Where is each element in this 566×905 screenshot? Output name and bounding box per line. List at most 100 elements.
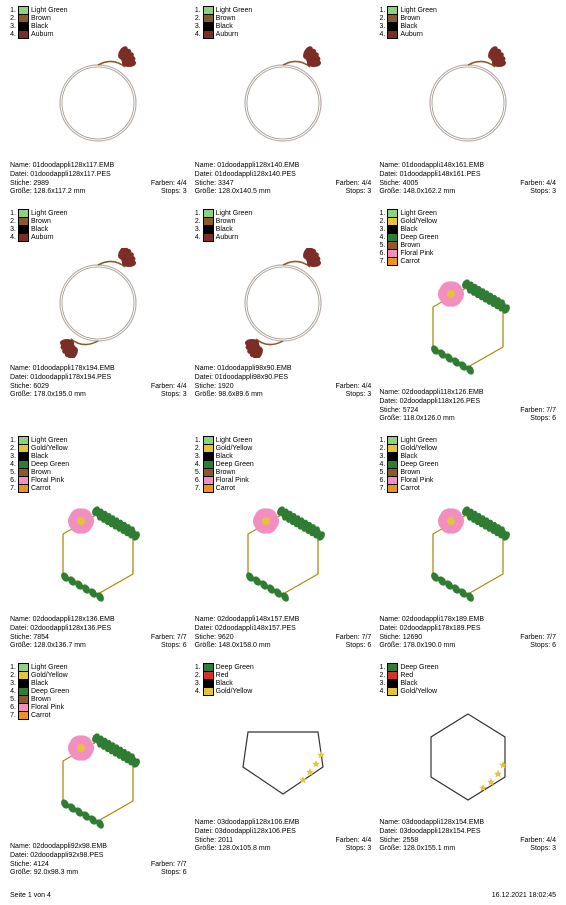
legend-num: 2. (379, 445, 385, 452)
color-swatch (203, 233, 214, 242)
legend-num: 3. (10, 453, 16, 460)
design-info: Name: 01doodappli178x194.EMBDatei: 01doo… (10, 365, 187, 400)
legend-row: 5.Brown (10, 468, 187, 476)
farben-value: 4/4 (177, 383, 187, 390)
stops-value: 3 (367, 188, 371, 195)
color-label: Brown (400, 469, 420, 476)
name-value: 02doodappli118x126.EMB (402, 389, 484, 396)
datei-value: 02doodappli118x126.PES (400, 398, 480, 405)
color-label: Brown (31, 15, 51, 22)
design-info: Name: 02doodappli92x98.EMBDatei: 02dooda… (10, 843, 187, 878)
color-label: Auburn (31, 31, 54, 38)
legend-num: 2. (10, 15, 16, 22)
legend-num: 4. (379, 31, 385, 38)
legend-row: 3.Black (379, 679, 556, 687)
legend-row: 2.Red (195, 671, 372, 679)
design-grid: 1.Light Green2.Brown3.Black4.AuburnName:… (10, 6, 556, 886)
farben-value: 4/4 (546, 837, 556, 844)
legend-num: 7. (10, 712, 16, 719)
legend-num: 5. (195, 469, 201, 476)
design-cell: 1.Light Green2.Brown3.Black4.AuburnName:… (10, 6, 187, 197)
stiche-value: 1920 (218, 383, 234, 390)
datei-row: Datei: 01doodappli148x161.PES (379, 171, 556, 180)
datei-value: 01doodappli128x140.PES (215, 171, 296, 178)
color-label: Auburn (31, 234, 54, 241)
stiche-row: Stiche: 5724Farben: 7/7 (379, 407, 556, 416)
stiche-value: 2011 (218, 837, 233, 844)
groesse-row: Größe: 178.0x190.0 mmStops: 6 (379, 642, 556, 651)
name-value: 01doodappli128x140.EMB (217, 162, 299, 169)
color-label: Light Green (31, 210, 68, 217)
color-swatch (18, 711, 29, 720)
farben-value: 4/4 (362, 837, 372, 844)
design-info: Name: 02doodappli128x136.EMBDatei: 02doo… (10, 616, 187, 651)
color-label: Carrot (31, 485, 50, 492)
color-label: Floral Pink (400, 250, 433, 257)
stiche-row: Stiche: 2011Farben: 4/4 (195, 837, 372, 846)
design-thumbnail (10, 40, 187, 160)
name-value: 03doodappli128x154.EMB (402, 819, 484, 826)
color-swatch (203, 687, 214, 696)
design-cell: 1.Light Green2.Brown3.Black4.AuburnName:… (195, 209, 372, 424)
name-value: 03doodappli128x106.EMB (217, 819, 299, 826)
color-label: Brown (400, 242, 420, 249)
design-info: Name: 01doodappli148x161.EMBDatei: 01doo… (379, 162, 556, 197)
color-label: Black (216, 453, 233, 460)
legend-row: 2.Gold/Yellow (10, 671, 187, 679)
color-label: Black (31, 680, 48, 687)
stiche-row: Stiche: 6029Farben: 4/4 (10, 383, 187, 392)
legend-row: 4.Deep Green (10, 460, 187, 468)
legend-num: 4. (10, 461, 16, 468)
datei-value: 01doodappli98x90.PES (215, 374, 288, 381)
design-thumbnail (195, 243, 372, 363)
color-label: Brown (31, 469, 51, 476)
color-label: Gold/Yellow (400, 218, 437, 225)
color-label: Gold/Yellow (216, 445, 253, 452)
color-legend: 1.Deep Green2.Red3.Black4.Gold/Yellow (195, 663, 372, 695)
stiche-value: 7854 (33, 634, 49, 641)
legend-num: 2. (379, 15, 385, 22)
legend-row: 3.Black (379, 452, 556, 460)
stiche-row: Stiche: 2558Farben: 4/4 (379, 837, 556, 846)
color-label: Light Green (400, 437, 437, 444)
groesse-value: 148.0x158.0 mm (218, 642, 270, 649)
design-info: Name: 03doodappli128x106.EMBDatei: 03doo… (195, 819, 372, 854)
groesse-value: 128.0x140.5 mm (218, 188, 270, 195)
color-label: Light Green (31, 664, 68, 671)
name-row: Name: 01doodappli148x161.EMB (379, 162, 556, 171)
datei-row: Datei: 03doodappli128x154.PES (379, 828, 556, 837)
legend-row: 6.Floral Pink (379, 476, 556, 484)
groesse-row: Größe: 92.0x98.3 mmStops: 6 (10, 869, 187, 878)
groesse-value: 98.6x89.6 mm (218, 391, 262, 398)
legend-num: 1. (195, 210, 201, 217)
color-label: Floral Pink (216, 477, 249, 484)
datei-row: Datei: 01doodappli128x140.PES (195, 171, 372, 180)
groesse-row: Größe: 128.6x117.2 mmStops: 3 (10, 188, 187, 197)
color-label: Auburn (216, 31, 239, 38)
timestamp: 16.12.2021 18:02:45 (492, 892, 556, 899)
legend-num: 3. (10, 23, 16, 30)
color-legend: 1.Light Green2.Gold/Yellow3.Black4.Deep … (195, 436, 372, 492)
color-swatch (203, 30, 214, 39)
legend-num: 1. (195, 664, 201, 671)
legend-row: 4.Deep Green (10, 687, 187, 695)
legend-num: 5. (379, 242, 385, 249)
datei-value: 02doodappli92x98.PES (30, 852, 103, 859)
design-cell: 1.Light Green2.Brown3.Black4.AuburnName:… (379, 6, 556, 197)
color-label: Light Green (216, 7, 253, 14)
datei-row: Datei: 02doodappli128x136.PES (10, 625, 187, 634)
name-row: Name: 02doodappli148x157.EMB (195, 616, 372, 625)
color-label: Floral Pink (400, 477, 433, 484)
legend-row: 1.Deep Green (379, 663, 556, 671)
datei-value: 01doodappli148x161.PES (400, 171, 481, 178)
legend-row: 2.Gold/Yellow (195, 444, 372, 452)
design-info: Name: 02doodappli118x126.EMBDatei: 02doo… (379, 389, 556, 424)
legend-row: 1.Light Green (10, 436, 187, 444)
farben-value: 7/7 (177, 861, 187, 868)
name-row: Name: 02doodappli92x98.EMB (10, 843, 187, 852)
legend-num: 6. (379, 250, 385, 257)
design-cell: 1.Light Green2.Gold/Yellow3.Black4.Deep … (379, 209, 556, 424)
color-label: Brown (216, 218, 236, 225)
design-thumbnail (10, 243, 187, 363)
groesse-value: 128.0x155.1 mm (403, 845, 455, 852)
